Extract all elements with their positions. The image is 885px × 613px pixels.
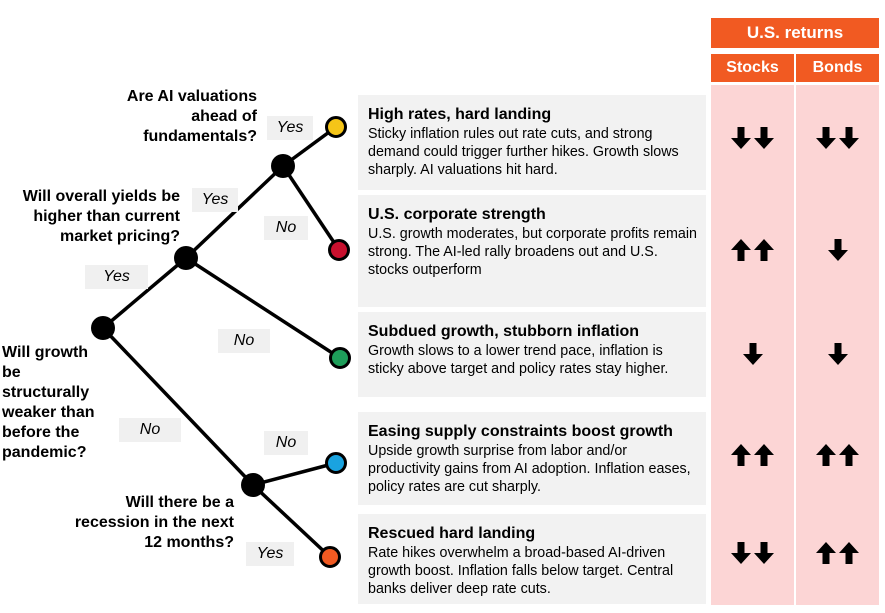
returns-header: U.S. returns	[711, 18, 879, 48]
branch-growth-no	[101, 326, 255, 487]
arrow-up-icon	[731, 444, 751, 466]
question-growth: Will growth be structurally weaker than …	[2, 344, 95, 461]
label-yields-no: No	[218, 329, 270, 353]
arrow-down-icon	[731, 542, 751, 564]
branch-growth-yes	[101, 256, 188, 330]
scenario-subdued-growth: Subdued growth, stubborn inflation Growt…	[358, 312, 706, 397]
arrow-up-icon	[754, 239, 774, 261]
scenario-title: Rescued hard landing	[368, 525, 536, 542]
branch-ai-no	[281, 165, 341, 251]
arrow-up-icon	[754, 444, 774, 466]
scenario-description: Growth slows to a lower trend pace, infl…	[368, 343, 669, 377]
arrow-up-icon	[839, 444, 859, 466]
label-recession-yes: Yes	[246, 542, 294, 566]
stocks-header: Stocks	[711, 54, 794, 82]
stocks-return-cell	[711, 444, 794, 466]
arrow-down-icon	[827, 343, 848, 365]
label-ai-yes: Yes	[267, 116, 313, 140]
stocks-return-cell	[711, 343, 794, 365]
arrow-down-icon	[731, 127, 751, 149]
branch-recession-no	[252, 461, 337, 487]
scenario-title: High rates, hard landing	[368, 106, 552, 123]
arrow-down-icon	[827, 239, 848, 261]
label-ai-no: No	[264, 216, 308, 240]
scenario-corporate-strength: U.S. corporate strength U.S. growth mode…	[358, 195, 706, 307]
stocks-return-cell	[711, 127, 794, 149]
scenario-rescued-landing: Rescued hard landing Rate hikes overwhel…	[358, 514, 706, 604]
scenario-title: U.S. corporate strength	[368, 206, 546, 223]
arrow-down-icon	[754, 542, 774, 564]
scenario-easing-supply: Easing supply constraints boost growth U…	[358, 412, 706, 505]
node-ai	[271, 154, 295, 178]
stocks-return-cell	[711, 542, 794, 564]
scenario-description: U.S. growth moderates, but corporate pro…	[368, 226, 697, 278]
question-yields: Will overall yields be higher than curre…	[22, 188, 180, 245]
arrow-up-icon	[839, 542, 859, 564]
bonds-return-cell	[796, 343, 879, 365]
arrow-up-icon	[731, 239, 751, 261]
scenario-title: Easing supply constraints boost growth	[368, 423, 673, 440]
leaf-subdued-growth	[329, 347, 351, 369]
question-ai: Are AI valuations ahead of fundamentals?	[126, 88, 257, 145]
bonds-return-cell	[796, 444, 879, 466]
scenario-description: Rate hikes overwhelm a broad-based AI-dr…	[368, 545, 674, 597]
bonds-return-cell	[796, 239, 879, 261]
leaf-high-rates	[325, 116, 347, 138]
arrow-up-icon	[816, 542, 836, 564]
label-growth-no: No	[119, 418, 181, 442]
label-yields-yes: Yes	[192, 188, 238, 212]
branch-yields-no	[185, 256, 341, 360]
node-yields	[174, 246, 198, 270]
arrow-down-icon	[816, 127, 836, 149]
label-recession-no: No	[264, 431, 308, 455]
branch-yields-yes	[184, 164, 285, 260]
branch-recession-yes	[251, 483, 332, 559]
bonds-return-cell	[796, 127, 879, 149]
bonds-header: Bonds	[796, 54, 879, 82]
leaf-rescued-landing	[319, 546, 341, 568]
label-growth-yes: Yes	[85, 265, 148, 289]
arrow-down-icon	[839, 127, 859, 149]
leaf-corporate-strength	[328, 239, 350, 261]
bonds-return-cell	[796, 542, 879, 564]
arrow-up-icon	[816, 444, 836, 466]
arrow-down-icon	[742, 343, 763, 365]
scenario-description: Sticky inflation rules out rate cuts, an…	[368, 126, 679, 178]
leaf-easing-supply	[325, 452, 347, 474]
question-recession: Will there be a recession in the next 12…	[74, 494, 234, 551]
node-growth	[91, 316, 115, 340]
scenario-title: Subdued growth, stubborn inflation	[368, 323, 640, 340]
node-recession	[241, 473, 265, 497]
arrow-down-icon	[754, 127, 774, 149]
scenario-description: Upside growth surprise from labor and/or…	[368, 443, 691, 495]
stocks-return-cell	[711, 239, 794, 261]
scenario-high-rates: High rates, hard landing Sticky inflatio…	[358, 95, 706, 190]
